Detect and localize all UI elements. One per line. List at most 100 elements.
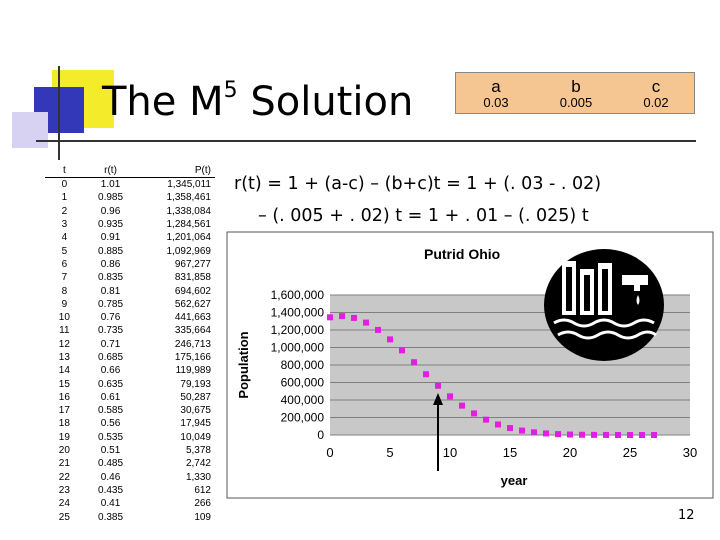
x-tick-label: 15 (503, 445, 517, 460)
cell-rt: 0.56 (100, 418, 121, 430)
growth-rate-formula: r(t) = 1 + (a-c) – (b+c)t = 1 + (. 03 - … (234, 168, 704, 232)
param-value-c: 0.02 (643, 95, 669, 110)
cell-pt: 612 (194, 484, 211, 496)
cell-t: 8 (61, 285, 68, 297)
data-points (327, 313, 657, 438)
cell-rt: 0.41 (100, 498, 121, 510)
data-point (459, 402, 465, 409)
x-tick-label: 25 (623, 445, 637, 460)
data-point (399, 347, 405, 354)
table-row: 1 0.985 1,358,461 (45, 191, 215, 204)
cell-t: 12 (58, 338, 70, 350)
cell-pt: 5,378 (185, 445, 211, 457)
data-point (363, 319, 369, 326)
cell-t: 10 (58, 312, 70, 324)
param-header-a: a (491, 77, 501, 96)
title-prefix: The M (102, 79, 224, 125)
cell-rt: 0.86 (100, 258, 121, 270)
cell-t: 23 (58, 484, 70, 496)
data-point (627, 431, 633, 438)
y-tick-label: 800,000 (281, 358, 325, 372)
table-row: 5 0.885 1,092,969 (45, 244, 215, 257)
decor-horizontal-line (36, 140, 696, 142)
y-tick-label: 400,000 (281, 393, 325, 407)
table-row: 24 0.41 266 (45, 497, 215, 510)
cell-pt: 50,287 (180, 391, 211, 403)
cell-rt: 0.585 (98, 405, 124, 417)
cell-rt: 0.385 (98, 511, 124, 523)
cell-t: 19 (58, 431, 70, 443)
table-row: 25 0.385 109 (45, 510, 215, 523)
formula-line-2: – (. 005 + . 02) t = 1 + . 01 – (. 025) … (258, 206, 589, 226)
y-tick-label: 1,000,000 (271, 341, 325, 355)
cell-rt: 0.685 (98, 352, 124, 363)
population-chart: 0 200,000 400,000 600,000 800,000 1,000,000 1,… (226, 231, 714, 499)
cell-t: 6 (61, 258, 68, 270)
table-row: 13 0.685 175,166 (45, 351, 215, 364)
population-table: t r(t) P(t) 0 1.01 1,345,011 1 0.985 1,358,46… (45, 164, 215, 524)
cell-rt: 0.635 (98, 378, 124, 390)
table-header-row: t r(t) P(t) (45, 164, 215, 178)
cell-rt: 0.96 (100, 205, 121, 217)
data-point (411, 359, 417, 366)
data-point (519, 427, 525, 434)
col-header-pt: P(t) (137, 164, 215, 178)
title-superscript: 5 (223, 78, 238, 103)
cell-t: 7 (61, 272, 68, 284)
col-header-t: t (45, 164, 84, 178)
col-header-rt: r(t) (83, 164, 138, 178)
data-point (543, 430, 549, 437)
table-row: 19 0.535 10,049 (45, 431, 215, 444)
cell-t: 24 (58, 498, 70, 510)
param-header-c: c (651, 77, 661, 96)
x-axis-label: year (501, 473, 528, 488)
title-suffix: Solution (237, 79, 414, 125)
data-point (387, 336, 393, 343)
data-point (339, 313, 345, 320)
cell-rt: 0.66 (100, 365, 121, 377)
cell-pt: 1,092,969 (166, 245, 212, 257)
y-tick-labels: 0 200,000 400,000 600,000 800,000 1,000,000 1,… (271, 288, 325, 442)
cell-pt: 1,358,461 (166, 192, 212, 204)
decor-purple-square (12, 112, 48, 148)
cell-pt: 1,338,084 (166, 205, 212, 217)
y-tick-label: 600,000 (281, 376, 325, 390)
table-row: 2 0.96 1,338,084 (45, 205, 215, 218)
table-row: 6 0.86 967,277 (45, 258, 215, 271)
cell-rt: 0.935 (98, 219, 124, 231)
table-row: 15 0.635 79,193 (45, 377, 215, 390)
table-row: 14 0.66 119,989 (45, 364, 215, 377)
data-point (351, 314, 357, 321)
y-tick-label: 200,000 (281, 411, 325, 425)
data-point (483, 416, 489, 423)
data-point (603, 431, 609, 438)
data-point (507, 425, 513, 432)
cell-t: 3 (61, 219, 68, 231)
data-point (495, 421, 501, 428)
data-point (447, 393, 453, 400)
cell-t: 9 (61, 298, 68, 310)
cell-rt: 0.485 (98, 458, 124, 470)
y-tick-label: 1,600,000 (271, 288, 325, 302)
cell-pt: 1,284,561 (166, 219, 212, 231)
cell-t: 0 (61, 179, 68, 191)
cell-rt: 0.835 (98, 272, 124, 284)
cell-t: 13 (58, 352, 70, 363)
cell-rt: 0.535 (98, 431, 124, 443)
x-tick-labels: 0 5 10 15 20 25 30 (326, 445, 697, 460)
cell-pt: 17,945 (180, 418, 211, 430)
table-row: 4 0.91 1,201,064 (45, 231, 215, 244)
cell-pt: 1,201,064 (166, 232, 212, 244)
data-point (639, 431, 645, 438)
table-row: 11 0.735 335,664 (45, 324, 215, 337)
cell-t: 17 (58, 405, 70, 417)
cell-pt: 246,713 (174, 338, 211, 350)
cell-pt: 694,602 (174, 285, 211, 297)
cell-t: 1 (61, 192, 68, 204)
cell-pt: 1,345,011 (167, 179, 211, 191)
cell-pt: 30,675 (180, 405, 211, 417)
cell-rt: 0.785 (98, 298, 124, 310)
table-row: 10 0.76 441,663 (45, 311, 215, 324)
page-number: 12 (678, 508, 695, 523)
cell-rt: 0.435 (98, 484, 124, 496)
